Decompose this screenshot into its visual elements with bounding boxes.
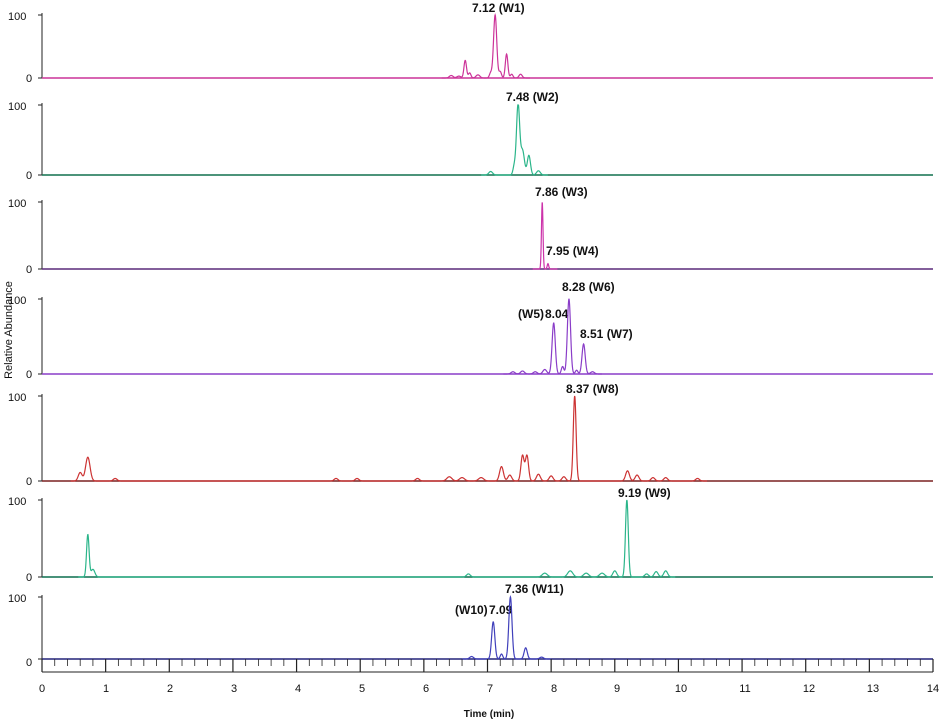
x-tick-label-1: 1	[103, 683, 109, 695]
x-tick-label-8: 8	[551, 683, 557, 695]
x-tick-label-14: 14	[927, 683, 939, 695]
panel-2-peak-label-w2: 7.48 (W2)	[506, 90, 559, 104]
panel-4-ytick-max: 100	[8, 295, 26, 307]
x-tick-label-3: 3	[231, 683, 237, 695]
panel-4-peak-label-w5: (W5)	[518, 307, 544, 321]
panel-1: 100 0 7.12 (W1)	[8, 1, 525, 85]
panel-7-ytick-max: 100	[8, 593, 26, 605]
x-tick-label-5: 5	[359, 683, 365, 695]
panel-2-ytick-max: 100	[8, 101, 26, 113]
x-tick-label-12: 12	[803, 683, 815, 695]
x-tick-label-7: 7	[487, 683, 493, 695]
panel-4: 100 0 (W5) 8.04 8.28 (W6) 8.51 (W7)	[8, 280, 633, 381]
x-tick-label-6: 6	[423, 683, 429, 695]
panel-4-ytick-min: 0	[26, 369, 32, 381]
panel-1-trace	[441, 13, 531, 79]
panel-7-peak-label-w10: (W10)	[455, 603, 488, 617]
x-tick-label-13: 13	[867, 683, 879, 695]
panel-6-trace	[78, 499, 676, 578]
panel-7-trace	[462, 595, 552, 660]
panel-1-ytick-min: 0	[26, 73, 32, 85]
panel-3-ytick-max: 100	[8, 198, 26, 210]
x-tick-label-0: 0	[39, 683, 45, 695]
panel-7-peak-label-7-09: 7.09	[489, 603, 513, 617]
panel-4-peak-label-8-04: 8.04	[545, 307, 569, 321]
panel-6-ytick-min: 0	[26, 572, 32, 584]
x-tick-label-9: 9	[614, 683, 620, 695]
panel-3-peak-label-w4: 7.95 (W4)	[546, 244, 599, 258]
panel-2: 100 0 7.48 (W2)	[8, 90, 559, 182]
panel-2-ytick-min: 0	[26, 170, 32, 182]
panel-1-ytick-max: 100	[8, 11, 26, 23]
y-axis-title: Relative Abundance	[3, 281, 15, 379]
panel-5-ytick-min: 0	[26, 476, 32, 488]
panel-5-ytick-max: 100	[8, 392, 26, 404]
panel-5: 100 0 8.37 (W8)	[8, 382, 619, 488]
panel-4-peak-label-w7: 8.51 (W7)	[580, 327, 633, 341]
panel-7-peak-label-w11: 7.36 (W11)	[505, 582, 564, 596]
panel-1-peak-label-w1: 7.12 (W1)	[472, 1, 525, 15]
panel-4-trace	[503, 298, 602, 375]
panel-2-trace	[481, 104, 548, 176]
panel-3: 100 0 7.86 (W3) 7.95 (W4)	[8, 185, 599, 276]
panel-3-peak-label-w3: 7.86 (W3)	[535, 185, 588, 199]
panel-7: 100 0 (W10) 7.09 7.36 (W11)	[8, 582, 564, 669]
x-axis-tick-labels: 0 1 2 3 4 5 6 7 8 9 10 11 12 13 14	[39, 683, 939, 695]
x-tick-label-2: 2	[167, 683, 173, 695]
x-axis-title: Time (min)	[464, 709, 514, 720]
panel-6-ytick-max: 100	[8, 496, 26, 508]
panel-3-ytick-min: 0	[26, 264, 32, 276]
panel-6: 100 0 9.19 (W9)	[8, 486, 671, 584]
panel-5-peak-label-w8: 8.37 (W8)	[566, 382, 619, 396]
panel-7-ytick-min: 0	[26, 657, 32, 669]
panel-6-peak-label-w9: 9.19 (W9)	[618, 486, 671, 500]
x-tick-label-11: 11	[739, 683, 750, 695]
x-tick-label-4: 4	[295, 683, 301, 695]
panel-5-trace	[70, 395, 708, 482]
panel-3-trace	[532, 202, 558, 270]
panel-4-peak-label-w6: 8.28 (W6)	[562, 280, 615, 294]
x-tick-label-10: 10	[675, 683, 687, 695]
